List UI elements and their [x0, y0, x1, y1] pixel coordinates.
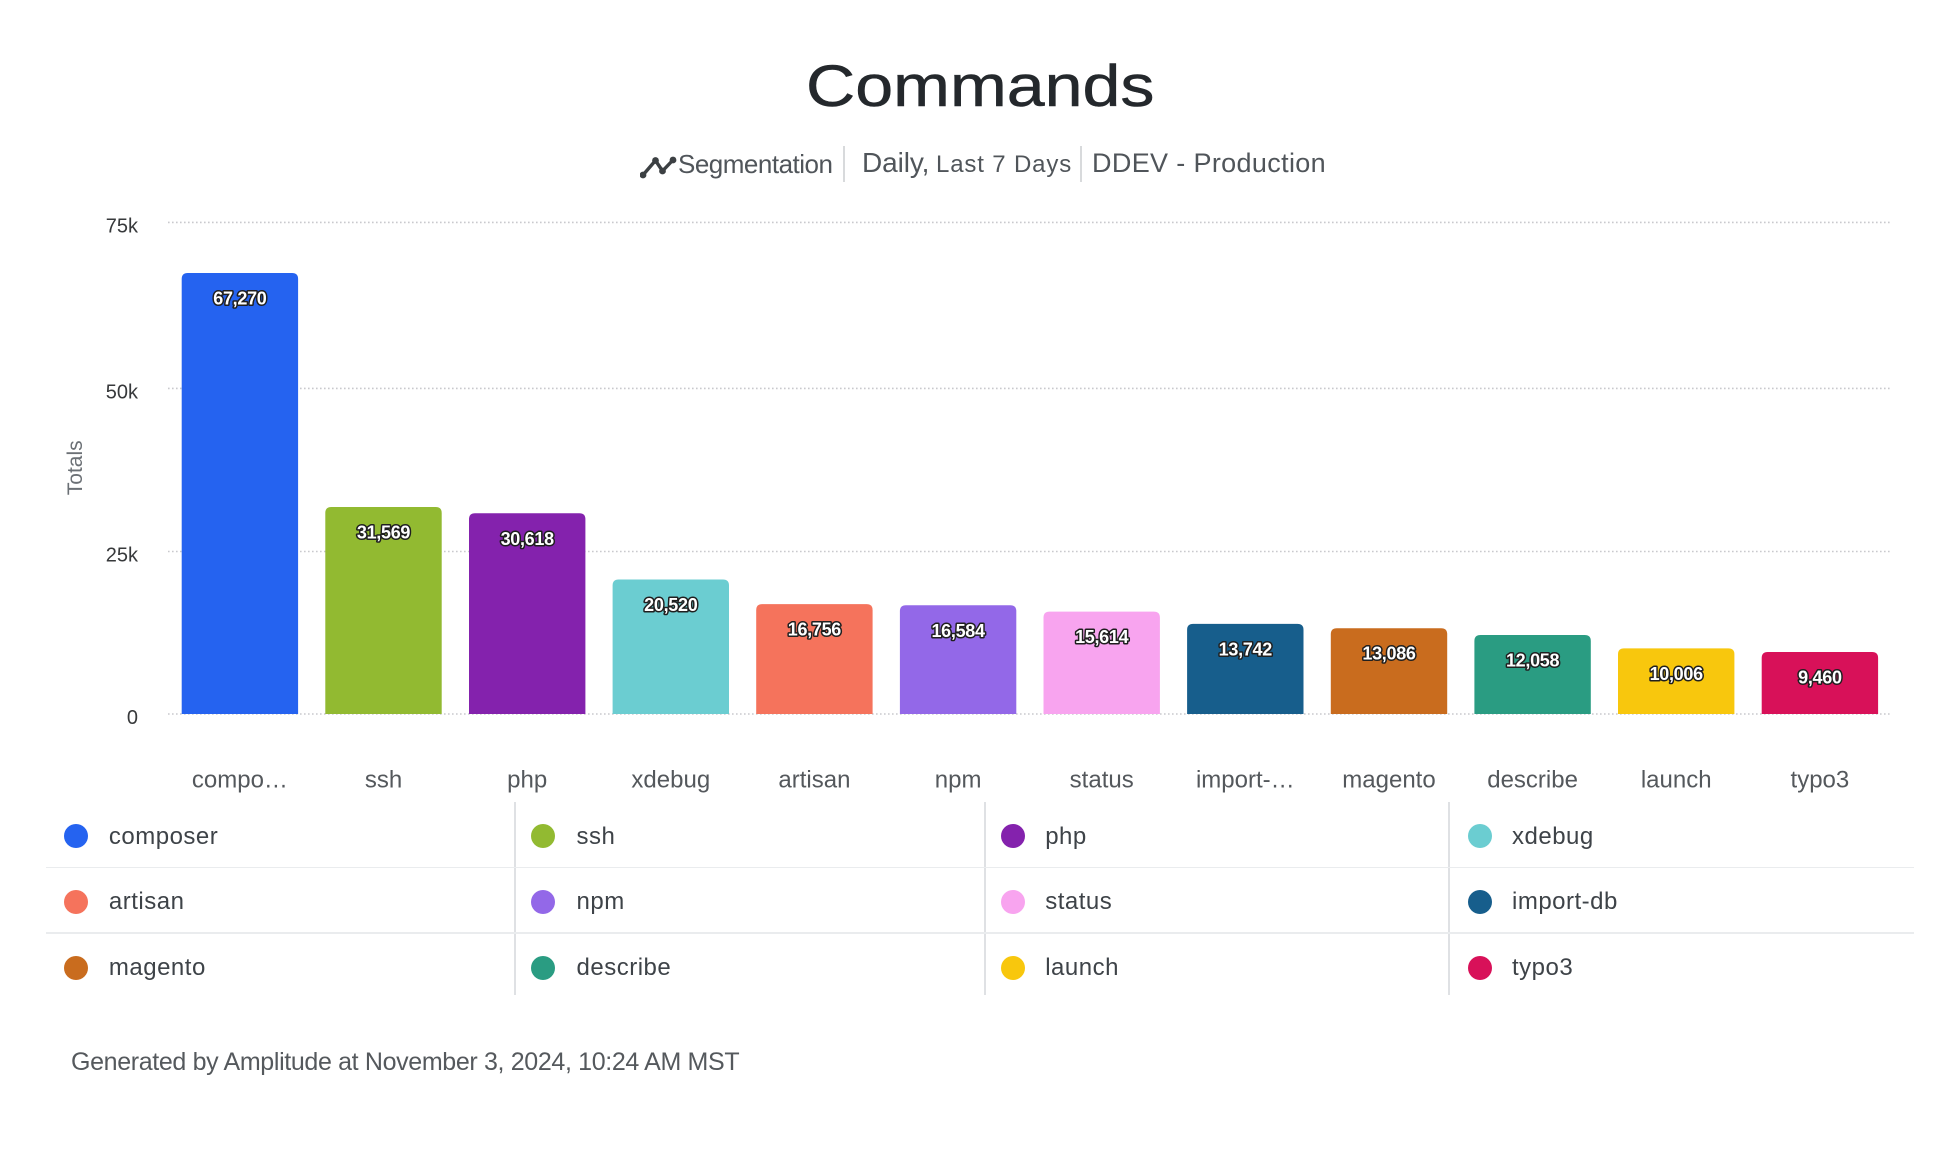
- svg-text:16,584: 16,584: [931, 621, 985, 641]
- svg-text:compo…: compo…: [192, 767, 288, 794]
- svg-text:25k: 25k: [106, 545, 139, 567]
- svg-text:67,270: 67,270: [213, 289, 267, 309]
- svg-text:npm: npm: [935, 767, 982, 794]
- svg-text:16,756: 16,756: [788, 620, 842, 640]
- svg-text:ssh: ssh: [365, 767, 402, 794]
- svg-text:20,520: 20,520: [644, 595, 698, 615]
- svg-text:30,618: 30,618: [501, 529, 555, 549]
- svg-text:13,742: 13,742: [1219, 639, 1273, 659]
- svg-text:50k: 50k: [106, 381, 139, 403]
- svg-text:13,086: 13,086: [1362, 644, 1416, 664]
- svg-text:31,569: 31,569: [357, 523, 411, 543]
- svg-text:launch: launch: [1641, 767, 1712, 794]
- svg-text:php: php: [507, 767, 547, 794]
- svg-text:0: 0: [127, 707, 138, 729]
- svg-text:75k: 75k: [106, 215, 139, 237]
- svg-text:Totals: Totals: [64, 440, 87, 495]
- svg-text:15,614: 15,614: [1075, 627, 1129, 647]
- svg-text:xdebug: xdebug: [631, 767, 710, 794]
- svg-text:artisan: artisan: [778, 767, 850, 794]
- svg-text:status: status: [1070, 767, 1134, 794]
- svg-text:9,460: 9,460: [1798, 668, 1842, 688]
- svg-text:import-…: import-…: [1196, 767, 1295, 794]
- svg-text:describe: describe: [1487, 767, 1578, 794]
- svg-text:typo3: typo3: [1791, 767, 1850, 794]
- svg-text:12,058: 12,058: [1506, 651, 1560, 671]
- svg-text:magento: magento: [1342, 767, 1435, 794]
- svg-text:10,006: 10,006: [1650, 664, 1704, 684]
